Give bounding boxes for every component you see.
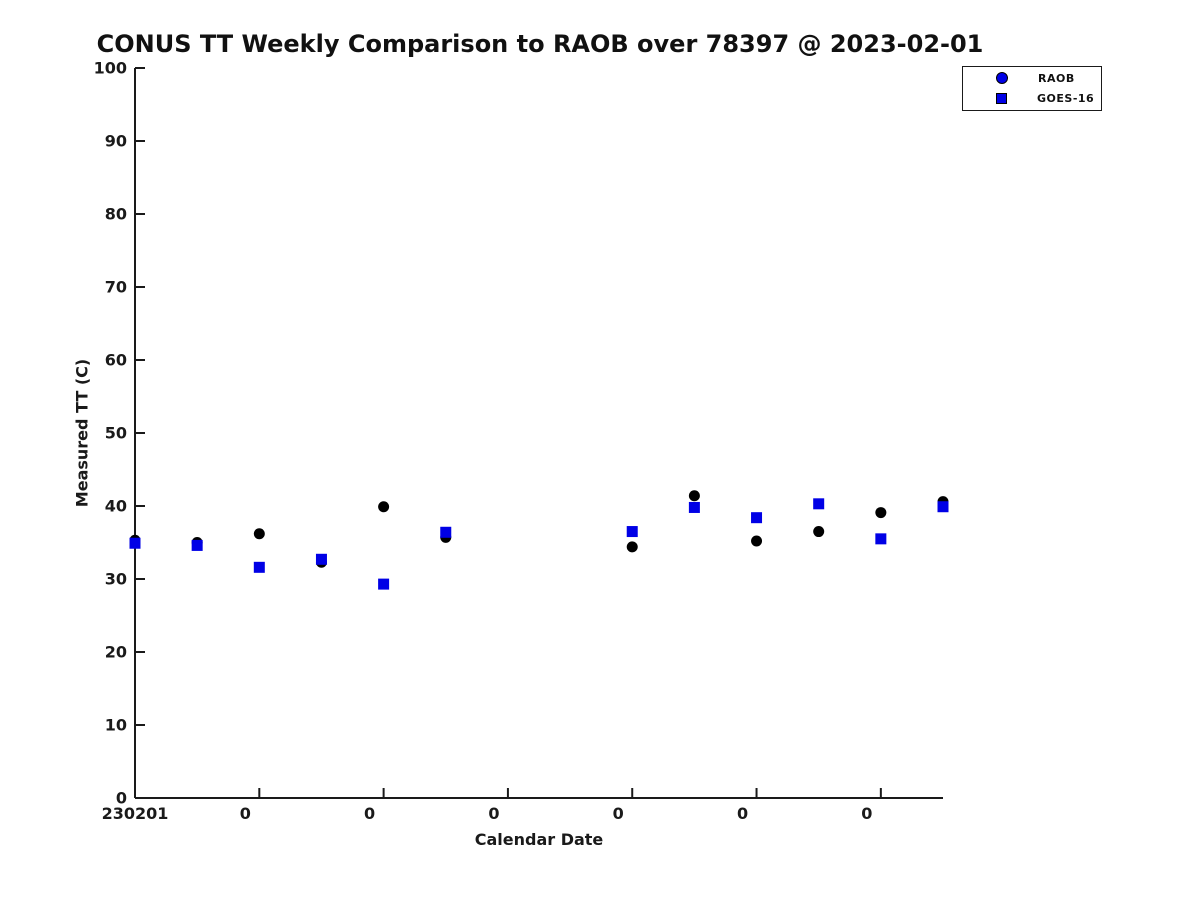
data-point-raob [875, 507, 887, 519]
data-point-goes-16 [751, 512, 763, 524]
legend-label-goes-16: GOES-16 [1037, 92, 1095, 106]
data-point-raob [626, 541, 638, 553]
legend-label-raob: RAOB [1038, 71, 1075, 85]
data-point-goes-16 [253, 561, 265, 573]
data-point-raob [378, 501, 390, 513]
goes-16-square-marker-icon [996, 93, 1007, 105]
x-tick-label: 0 [364, 804, 375, 823]
data-point-raob [813, 526, 825, 538]
data-point-goes-16 [315, 553, 327, 565]
legend-item-raob: RAOB [963, 69, 1101, 87]
x-tick-label: 230201 [102, 804, 169, 823]
y-tick-label: 0 [116, 789, 127, 808]
raob-circle-marker-icon [996, 72, 1008, 85]
data-point-goes-16 [813, 498, 825, 510]
chart-title: CONUS TT Weekly Comparison to RAOB over … [96, 30, 984, 58]
data-point-goes-16 [378, 578, 390, 590]
data-point-goes-16 [688, 501, 700, 513]
x-tick-label: 0 [861, 804, 872, 823]
data-point-goes-16 [937, 501, 949, 513]
data-point-goes-16 [129, 537, 141, 549]
x-axis-label: Calendar Date [474, 830, 604, 849]
y-tick-label: 100 [94, 59, 127, 78]
legend: RAOB GOES-16 [962, 66, 1102, 111]
y-tick-label: 70 [105, 278, 127, 297]
x-tick-label: 0 [737, 804, 748, 823]
y-tick-label: 20 [105, 643, 127, 662]
y-tick-label: 80 [105, 205, 127, 224]
y-tick-label: 10 [105, 716, 127, 735]
data-point-goes-16 [626, 526, 638, 538]
y-tick-label: 40 [105, 497, 127, 516]
x-tick-label: 0 [488, 804, 499, 823]
x-tick-label: 0 [240, 804, 251, 823]
x-tick-label: 0 [613, 804, 624, 823]
data-point-goes-16 [875, 533, 887, 545]
data-point-goes-16 [191, 539, 203, 551]
data-point-goes-16 [440, 526, 452, 538]
data-point-raob [688, 490, 700, 502]
data-point-raob [751, 535, 763, 547]
y-tick-label: 30 [105, 570, 127, 589]
legend-item-goes-16: GOES-16 [963, 90, 1101, 108]
data-point-raob [253, 528, 265, 540]
y-tick-label: 60 [105, 351, 127, 370]
y-tick-label: 50 [105, 424, 127, 443]
y-tick-label: 90 [105, 132, 127, 151]
